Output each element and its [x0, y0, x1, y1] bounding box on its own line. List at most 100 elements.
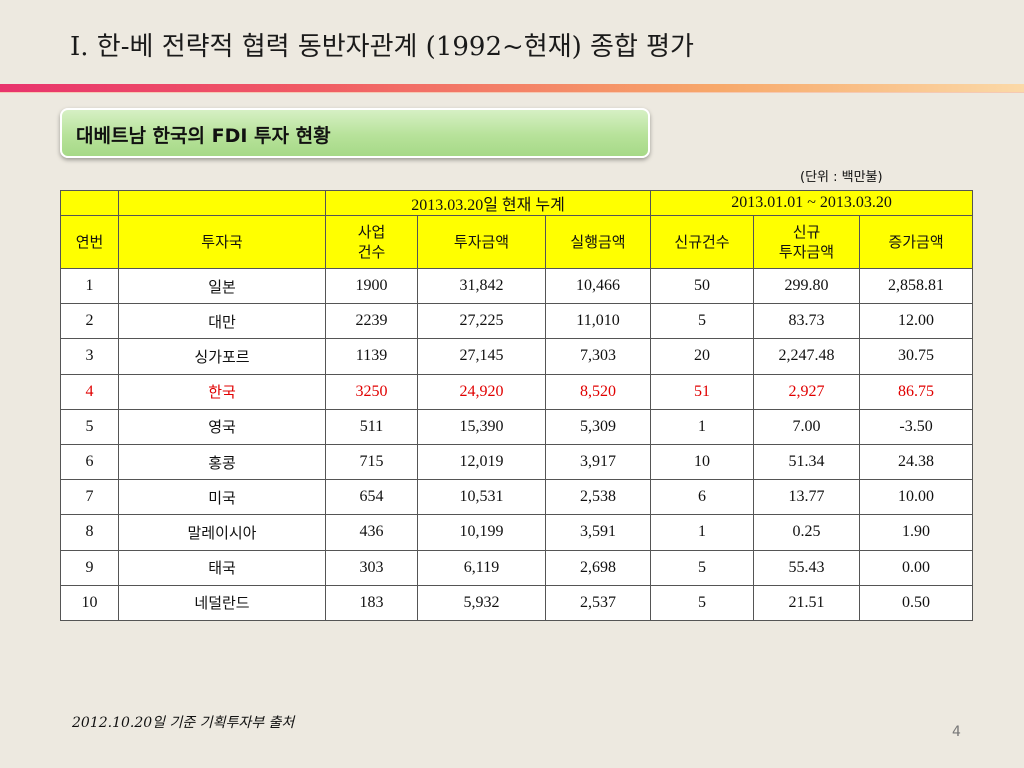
table-row: 3 싱가포르 1139 27,145 7,303 20 2,247.48 30.75: [60, 338, 974, 375]
table-cell: 5: [650, 584, 755, 621]
table-cell: 1: [650, 514, 755, 551]
table-cell: 511: [325, 408, 418, 445]
column-header: 사업 건수: [325, 215, 418, 269]
table-cell: 7,303: [544, 338, 652, 375]
table-cell: 5: [650, 549, 755, 586]
table-cell: 20: [650, 338, 755, 375]
table-row: 5 영국 511 15,390 5,309 1 7.00 -3.50: [60, 408, 974, 445]
table-cell-country: 말레이시아: [118, 514, 326, 551]
table-cell: 2,927: [753, 373, 861, 410]
table-cell: 1: [60, 267, 119, 305]
table-cell: 7: [60, 479, 119, 516]
table-row: 7 미국 654 10,531 2,538 6 13.77 10.00: [60, 479, 974, 516]
table-cell: 10,531: [417, 479, 546, 516]
title-divider: [0, 84, 1024, 92]
table-cell: 10: [60, 584, 119, 621]
table-cell: 83.73: [753, 303, 861, 340]
table-cell: 24.38: [859, 443, 974, 481]
table-cell: 1139: [325, 338, 418, 375]
column-header: 증가금액: [859, 215, 974, 269]
table-cell: 2: [60, 303, 119, 340]
subtitle-text: 대베트남 한국의 FDI 투자 현황: [76, 125, 331, 147]
group-header-period: 2013.01.01 ~ 2013.03.20: [650, 190, 974, 216]
subtitle-banner: 대베트남 한국의 FDI 투자 현황: [60, 108, 650, 158]
page-number: 4: [952, 724, 961, 740]
table-cell: 8,520: [544, 373, 652, 410]
table-cell: 10,466: [544, 267, 652, 305]
table-cell: 7.00: [753, 408, 861, 445]
table-cell: 30.75: [859, 338, 974, 375]
table-cell: 6: [60, 443, 119, 481]
table-cell: 2,858.81: [859, 267, 974, 305]
table-cell: 21.51: [753, 584, 861, 621]
group-header-empty: [118, 190, 326, 216]
table-cell: 3,917: [544, 443, 652, 481]
table-cell: 3: [60, 338, 119, 375]
table-cell: 1.90: [859, 514, 974, 551]
table-cell: 9: [60, 549, 119, 586]
table-cell: 2,537: [544, 584, 652, 621]
table-cell: 3250: [325, 373, 418, 410]
table-cell: 1: [650, 408, 755, 445]
group-header-empty: [60, 190, 119, 216]
column-header: 투자국: [118, 215, 326, 269]
table-cell: 183: [325, 584, 418, 621]
slide-title: I. 한-베 전략적 협력 동반자관계 (1992~현재) 종합 평가: [70, 32, 694, 62]
table-cell: 10: [650, 443, 755, 481]
table-cell-country: 미국: [118, 479, 326, 516]
table-cell: 13.77: [753, 479, 861, 516]
table-body: 1 일본 1900 31,842 10,466 50 299.80 2,858.81 2 대만 22…: [60, 267, 974, 621]
table-cell: 10,199: [417, 514, 546, 551]
table-cell: 0.50: [859, 584, 974, 621]
table-cell: 31,842: [417, 267, 546, 305]
table-cell: 299.80: [753, 267, 861, 305]
table-cell-country: 네덜란드: [118, 584, 326, 621]
table-cell: 436: [325, 514, 418, 551]
table-cell: 0.00: [859, 549, 974, 586]
table-cell: 2239: [325, 303, 418, 340]
table-cell: 5,932: [417, 584, 546, 621]
unit-label: (단위 : 백만불): [800, 170, 883, 185]
table-cell: 55.43: [753, 549, 861, 586]
table-cell: 8: [60, 514, 119, 551]
table-row: 4 한국 3250 24,920 8,520 51 2,927 86.75: [60, 373, 974, 410]
table-row: 9 태국 303 6,119 2,698 5 55.43 0.00: [60, 549, 974, 586]
table-cell: 27,145: [417, 338, 546, 375]
table-cell: 0.25: [753, 514, 861, 551]
table-cell: 6,119: [417, 549, 546, 586]
column-header: 연번: [60, 215, 119, 269]
table-cell: 3,591: [544, 514, 652, 551]
table-cell: 5,309: [544, 408, 652, 445]
table-cell: -3.50: [859, 408, 974, 445]
table-cell: 5: [650, 303, 755, 340]
table-row: 8 말레이시아 436 10,199 3,591 1 0.25 1.90: [60, 514, 974, 551]
table-cell: 27,225: [417, 303, 546, 340]
table-cell: 15,390: [417, 408, 546, 445]
table-cell: 10.00: [859, 479, 974, 516]
table-cell: 2,247.48: [753, 338, 861, 375]
group-header-cumulative: 2013.03.20일 현재 누계: [324, 190, 652, 216]
table-cell-country: 홍콩: [118, 443, 326, 481]
table-row: 1 일본 1900 31,842 10,466 50 299.80 2,858.81: [60, 267, 974, 305]
table-cell: 715: [325, 443, 418, 481]
table-cell-country: 대만: [118, 303, 326, 340]
table-cell: 50: [650, 267, 755, 305]
table-cell: 4: [60, 373, 119, 410]
column-header: 투자금액: [417, 215, 546, 269]
fdi-table: 2013.03.20일 현재 누계 2013.01.01 ~ 2013.03.2…: [60, 190, 974, 621]
table-cell: 11,010: [544, 303, 652, 340]
table-cell: 303: [325, 549, 418, 586]
table-cell: 24,920: [417, 373, 546, 410]
table-row: 6 홍콩 715 12,019 3,917 10 51.34 24.38: [60, 443, 974, 481]
column-header: 실행금액: [544, 215, 652, 269]
table-row: 2 대만 2239 27,225 11,010 5 83.73 12.00: [60, 303, 974, 340]
table-cell: 86.75: [859, 373, 974, 410]
table-row: 10 네덜란드 183 5,932 2,537 5 21.51 0.50: [60, 584, 974, 621]
table-group-header-row: 2013.03.20일 현재 누계 2013.01.01 ~ 2013.03.2…: [60, 190, 974, 216]
table-cell: 654: [325, 479, 418, 516]
table-cell: 12,019: [417, 443, 546, 481]
table-cell: 12.00: [859, 303, 974, 340]
table-cell-country: 영국: [118, 408, 326, 445]
table-cell: 51.34: [753, 443, 861, 481]
title-divider-thin: [0, 92, 1024, 93]
